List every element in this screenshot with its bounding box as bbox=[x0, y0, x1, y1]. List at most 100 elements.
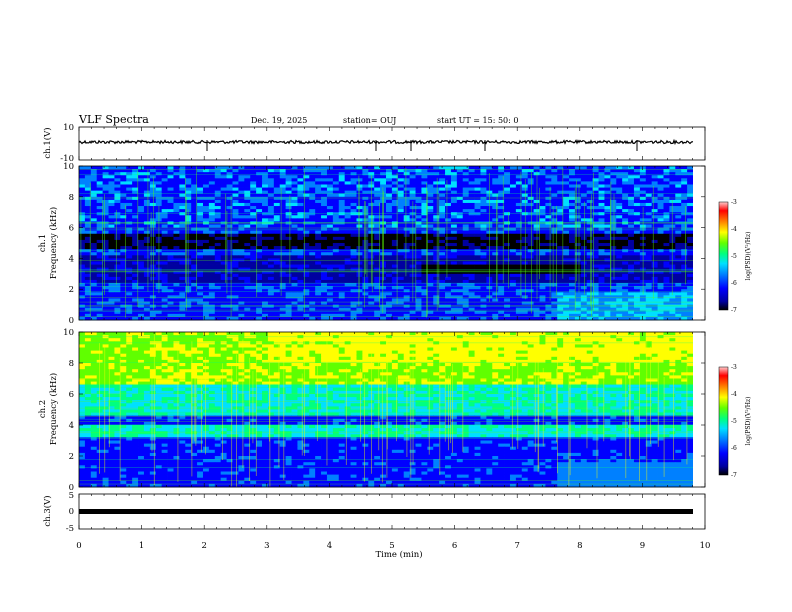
spectrogram-cell bbox=[657, 301, 664, 305]
spectrogram-cell bbox=[326, 246, 334, 250]
spectrogram-cell bbox=[161, 221, 168, 225]
spectrogram-cell bbox=[527, 307, 534, 312]
spectrogram-cell bbox=[214, 215, 222, 219]
spectrogram-cell bbox=[267, 175, 275, 179]
spectrogram-cell bbox=[598, 187, 605, 192]
spectrogram-cell bbox=[474, 227, 481, 232]
spectrogram-cell bbox=[179, 255, 186, 259]
spectrogram-cell bbox=[321, 196, 328, 201]
spectrogram-cell bbox=[569, 184, 576, 188]
spectrogram-cell bbox=[450, 286, 458, 290]
spectrogram-cell bbox=[409, 301, 416, 305]
spectrogram-cell bbox=[574, 261, 582, 265]
spectrogram-cell bbox=[610, 276, 617, 281]
spectrogram-cell bbox=[173, 279, 180, 284]
spectrogram-cell bbox=[332, 264, 340, 269]
spectrogram-cell bbox=[114, 172, 121, 176]
spectrogram-cell bbox=[179, 175, 186, 179]
spectrogram-cell bbox=[84, 307, 92, 312]
spectrogram-cell bbox=[202, 178, 210, 182]
spectrogram-cell bbox=[374, 202, 381, 207]
spectrogram-cell bbox=[586, 264, 594, 269]
spectrogram-cell bbox=[220, 264, 227, 269]
spectrogram-cell bbox=[262, 239, 269, 244]
spectrogram-cell bbox=[380, 252, 387, 256]
spectrogram-cell bbox=[403, 239, 411, 244]
spectrogram-cell bbox=[474, 276, 481, 281]
spectrogram-cell bbox=[138, 301, 145, 305]
spectrogram-cell bbox=[291, 243, 298, 247]
spectrogram-cell bbox=[592, 292, 599, 296]
spectrogram-cell bbox=[433, 199, 440, 204]
spectrogram-cell bbox=[232, 301, 239, 305]
spectrogram-cell bbox=[468, 252, 475, 256]
spectrogram-cell bbox=[126, 243, 133, 247]
spectrogram-cell bbox=[610, 295, 617, 299]
spectrogram-cell bbox=[238, 221, 245, 225]
spectrogram-cell bbox=[326, 239, 334, 244]
spectrogram-cell bbox=[108, 184, 115, 188]
spectrogram-cell bbox=[433, 307, 440, 312]
spectrogram-cell bbox=[633, 298, 641, 302]
spectrogram-cell bbox=[114, 187, 121, 192]
spectrogram-cell bbox=[527, 264, 534, 269]
spectrogram-cell bbox=[598, 190, 605, 195]
spectrogram-cell bbox=[138, 298, 145, 302]
spectrogram-cell bbox=[445, 307, 452, 312]
spectrogram-cell bbox=[651, 249, 658, 253]
spectrogram-cell bbox=[645, 273, 653, 278]
spectrogram-cell bbox=[421, 243, 428, 247]
spectrogram-cell bbox=[143, 193, 151, 198]
spectrogram-cell bbox=[521, 169, 529, 173]
spectrogram-cell bbox=[173, 227, 180, 232]
spectrogram-cell bbox=[267, 273, 275, 278]
spectrogram-cell bbox=[433, 206, 440, 210]
spectrogram-cell bbox=[356, 283, 363, 287]
spectrogram-cell bbox=[574, 258, 582, 262]
spectrogram-cell bbox=[569, 202, 576, 207]
spectrogram-cell bbox=[374, 175, 381, 179]
spectrogram-cell bbox=[143, 276, 151, 281]
spectrogram-cell bbox=[456, 289, 464, 293]
spectrogram-cell bbox=[492, 193, 499, 198]
spectrogram-cell bbox=[468, 230, 475, 235]
spectrogram-cell bbox=[586, 196, 594, 201]
spectrogram-cell bbox=[96, 227, 104, 232]
spectrogram-cell bbox=[114, 301, 121, 305]
spectrogram-cell bbox=[326, 230, 334, 235]
spectrogram-cell bbox=[521, 166, 529, 170]
spectrogram-cell bbox=[202, 184, 210, 188]
spectrogram-cell bbox=[509, 286, 517, 290]
spectrogram-cell bbox=[309, 276, 316, 281]
spectrogram-cell bbox=[391, 292, 399, 296]
spectrogram-cell bbox=[226, 261, 233, 265]
spectrogram-cell bbox=[326, 243, 334, 247]
spectrogram-cell bbox=[456, 215, 464, 219]
spectrogram-cell bbox=[657, 258, 664, 262]
spectrogram-cell bbox=[285, 243, 292, 247]
spectrogram-cell bbox=[527, 279, 534, 284]
spectrogram-cell bbox=[515, 252, 523, 256]
spectrogram-cell bbox=[108, 190, 115, 195]
spectrogram-cell bbox=[427, 193, 434, 198]
spectrogram-cell bbox=[149, 209, 157, 213]
spectrogram-cell bbox=[167, 261, 174, 265]
spectrogram-cell bbox=[226, 295, 233, 299]
spectrogram-cell bbox=[279, 295, 287, 299]
spectrogram-cell bbox=[244, 196, 251, 201]
spectrogram-cell bbox=[551, 178, 558, 182]
spectrogram-cell bbox=[610, 202, 617, 207]
spectrogram-cell bbox=[574, 243, 582, 247]
spectrogram-cell bbox=[616, 190, 623, 195]
spectrogram-cell bbox=[415, 289, 422, 293]
spectrogram-cell bbox=[279, 233, 287, 238]
spectrogram-cell bbox=[569, 196, 576, 201]
spectrogram-cell bbox=[173, 258, 180, 262]
spectrogram-cell bbox=[468, 264, 475, 269]
spectrogram-cell bbox=[604, 196, 611, 201]
spectrogram-cell bbox=[551, 289, 558, 293]
spectrogram-cell bbox=[244, 307, 251, 312]
spectrogram-cell bbox=[474, 298, 481, 302]
spectrogram-cell bbox=[149, 175, 157, 179]
spectrogram-cell bbox=[244, 181, 251, 185]
